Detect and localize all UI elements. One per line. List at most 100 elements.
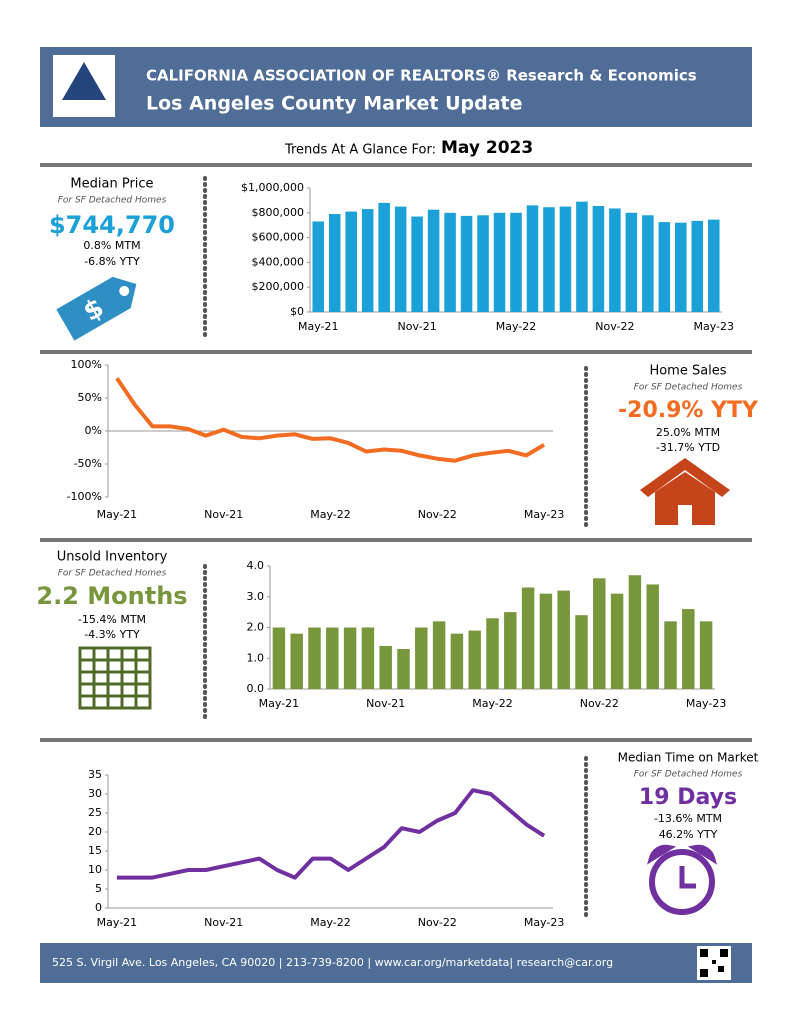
bar xyxy=(415,627,428,689)
logo-mark xyxy=(62,62,106,100)
y-tick-label: 4.0 xyxy=(247,559,265,572)
panel-title: Median Time on Market xyxy=(618,751,759,765)
bar xyxy=(378,202,390,312)
header-band xyxy=(40,47,752,127)
bar xyxy=(521,587,535,689)
bar xyxy=(699,621,713,689)
x-tick-label: May-23 xyxy=(686,697,727,710)
panel-headline: -20.9% YTY xyxy=(618,398,759,423)
y-tick-label: 20 xyxy=(88,825,102,838)
trend-label: Trends At A Glance For: xyxy=(284,143,436,158)
panel-line: 25.0% MTM xyxy=(656,426,720,439)
bar xyxy=(543,207,555,312)
x-tick-label: May-21 xyxy=(298,320,339,333)
period: May 2023 xyxy=(441,138,533,158)
x-tick-label: May-21 xyxy=(97,916,138,929)
bar xyxy=(477,215,489,312)
bar xyxy=(526,205,539,312)
bar xyxy=(510,212,522,312)
qr-pattern xyxy=(700,949,728,977)
panel-subtitle: For SF Detached Homes xyxy=(634,770,743,780)
bar xyxy=(343,627,357,689)
y-tick-label: 0% xyxy=(85,424,102,437)
bar xyxy=(444,212,456,312)
header-org: CALIFORNIA ASSOCIATION OF REALTORS® Rese… xyxy=(146,67,697,85)
panel-line: -4.3% YTY xyxy=(84,628,140,641)
y-tick-label: $800,000 xyxy=(252,206,305,219)
bar xyxy=(345,211,357,312)
bar xyxy=(450,633,464,689)
y-tick-label: $200,000 xyxy=(252,280,305,293)
y-tick-label: 5 xyxy=(95,882,102,895)
y-tick-label: 50% xyxy=(78,391,102,404)
bar xyxy=(691,220,704,312)
panel-title: Home Sales xyxy=(649,364,726,379)
y-tick-label: $1,000,000 xyxy=(241,181,304,194)
y-tick-label: $400,000 xyxy=(252,255,305,268)
panel-headline: $744,770 xyxy=(49,211,175,239)
bar xyxy=(486,618,499,689)
price-tag-icon: $ xyxy=(56,276,137,341)
bar xyxy=(682,609,695,689)
y-tick-label: -100% xyxy=(67,490,102,503)
bar xyxy=(361,627,375,689)
bar xyxy=(658,222,671,312)
panel-headline: 2.2 Months xyxy=(36,582,187,610)
x-tick-label: Nov-21 xyxy=(204,508,243,521)
calendar-icon xyxy=(78,646,152,710)
y-tick-label: 0.0 xyxy=(247,682,265,695)
bar xyxy=(326,627,339,689)
bar xyxy=(625,212,638,312)
bar xyxy=(312,221,325,312)
bar xyxy=(593,578,606,689)
x-tick-label: May-22 xyxy=(310,508,351,521)
bar xyxy=(308,627,321,689)
clock-icon xyxy=(647,844,717,915)
y-tick-label: $0 xyxy=(290,305,304,318)
bar xyxy=(675,222,687,312)
panel-headline: 19 Days xyxy=(639,785,737,810)
x-tick-label: May-23 xyxy=(694,320,735,333)
x-tick-label: May-23 xyxy=(524,508,565,521)
bar xyxy=(493,212,506,312)
y-tick-label: $600,000 xyxy=(252,231,305,244)
bar xyxy=(539,593,553,689)
panel-line: -31.7% YTD xyxy=(656,441,720,454)
bar xyxy=(628,575,642,689)
y-tick-label: -50% xyxy=(74,457,102,470)
x-tick-label: May-22 xyxy=(496,320,537,333)
x-tick-label: Nov-21 xyxy=(204,916,243,929)
bar xyxy=(328,214,341,312)
bar xyxy=(394,206,407,312)
bar xyxy=(646,584,659,689)
x-tick-label: Nov-22 xyxy=(418,916,457,929)
x-tick-label: May-22 xyxy=(472,697,513,710)
y-tick-label: 35 xyxy=(88,768,102,781)
footer-band xyxy=(40,943,752,983)
y-tick-label: 2.0 xyxy=(247,621,265,634)
panel-line: 46.2% YTY xyxy=(659,828,718,841)
bar xyxy=(576,201,588,312)
x-tick-label: May-21 xyxy=(259,697,300,710)
bar xyxy=(642,215,654,312)
x-tick-label: Nov-22 xyxy=(580,697,619,710)
bar xyxy=(610,593,624,689)
bar xyxy=(272,627,286,689)
bar xyxy=(609,208,621,312)
x-tick-label: May-21 xyxy=(97,508,138,521)
x-tick-label: May-22 xyxy=(310,916,351,929)
bar xyxy=(504,612,517,689)
panel-subtitle: For SF Detached Homes xyxy=(634,383,743,393)
x-tick-label: Nov-21 xyxy=(398,320,437,333)
x-tick-label: May-23 xyxy=(524,916,565,929)
panel-line: -15.4% MTM xyxy=(78,613,146,626)
bar xyxy=(664,621,677,689)
footer-text: 525 S. Virgil Ave. Los Angeles, CA 90020… xyxy=(52,956,613,969)
bar xyxy=(460,215,473,312)
bar xyxy=(592,205,605,312)
y-tick-label: 100% xyxy=(71,358,102,371)
bar xyxy=(411,216,423,312)
y-tick-label: 15 xyxy=(88,844,102,857)
house-icon xyxy=(640,458,730,525)
